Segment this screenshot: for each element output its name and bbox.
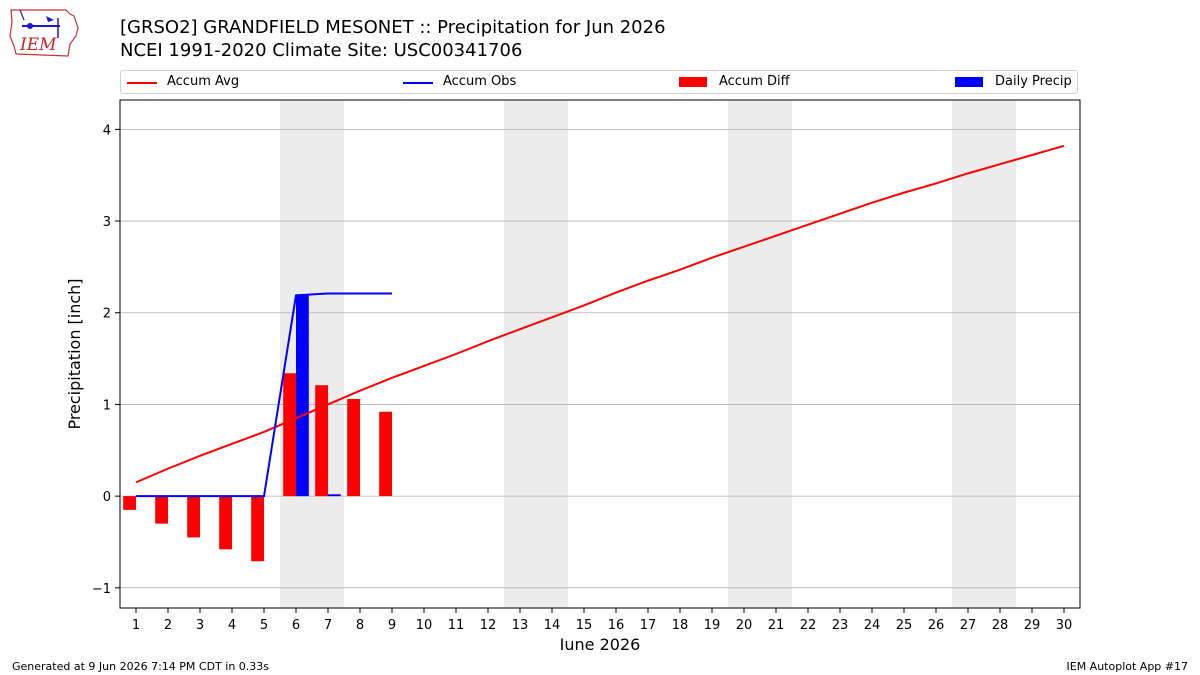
- legend-swatch-accum-obs: [403, 82, 433, 84]
- x-tick-label-6: 7: [324, 618, 332, 633]
- accum-diff-bar-day-1: [123, 496, 136, 510]
- accum-diff-bar-day-8: [347, 398, 360, 497]
- x-tick-label-29: 30: [1056, 618, 1073, 633]
- chart-title: [GRSO2] GRANDFIELD MESONET :: Precipitat…: [120, 17, 666, 38]
- iem-logo: IEM: [9, 9, 79, 57]
- x-tick-label-25: 26: [928, 618, 945, 633]
- weekend-shade-2: [728, 100, 792, 608]
- x-tick-label-5: 6: [292, 618, 300, 633]
- y-tick-label-0: −1: [92, 582, 111, 597]
- x-tick-label-14: 15: [576, 618, 593, 633]
- autoplot-app-label: IEM Autoplot App #17: [1066, 660, 1189, 673]
- weekend-shade-0: [280, 100, 344, 608]
- x-tick-label-24: 25: [896, 618, 913, 633]
- x-tick-label-7: 8: [356, 618, 364, 633]
- x-tick-label-10: 11: [448, 618, 465, 633]
- y-axis-label: Precipitation [inch]: [65, 278, 84, 429]
- weekend-shade-3: [952, 100, 1016, 608]
- x-tick-label-17: 18: [672, 618, 689, 633]
- x-tick-label-20: 21: [768, 618, 785, 633]
- x-tick-label-0: 1: [132, 618, 140, 633]
- accum-diff-bar-day-6: [283, 373, 296, 497]
- legend-label-accum-obs: Accum Obs: [443, 74, 517, 89]
- x-tick-label-28: 29: [1024, 618, 1041, 633]
- accum-diff-bar-day-7: [315, 385, 328, 497]
- daily-precip-bar-day-6: [296, 295, 309, 497]
- x-tick-label-27: 28: [992, 618, 1009, 633]
- legend-swatch-accum-avg: [127, 82, 157, 84]
- accum-diff-bar-day-5: [251, 496, 264, 562]
- chart-legend: Accum Avg Accum Obs Accum Diff Daily Pre…: [120, 70, 1078, 94]
- x-tick-label-19: 20: [736, 618, 753, 633]
- x-tick-label-22: 23: [832, 618, 849, 633]
- legend-label-daily-precip: Daily Precip: [995, 74, 1072, 89]
- accum-diff-bar-day-4: [219, 496, 232, 550]
- x-tick-label-12: 13: [512, 618, 529, 633]
- x-tick-label-2: 3: [196, 618, 204, 633]
- x-tick-label-3: 4: [228, 618, 236, 633]
- logo-text: IEM: [19, 35, 57, 55]
- x-tick-label-21: 22: [800, 618, 817, 633]
- legend-swatch-daily-precip: [955, 77, 983, 87]
- accum-diff-bar-day-2: [155, 496, 168, 524]
- x-tick-label-23: 24: [864, 618, 881, 633]
- x-tick-label-13: 14: [544, 618, 561, 633]
- x-tick-label-8: 9: [388, 618, 396, 633]
- x-tick-label-26: 27: [960, 618, 977, 633]
- y-tick-label-1: 0: [103, 490, 111, 505]
- accum-avg-line: [135, 144, 1065, 484]
- y-tick-label-4: 3: [103, 215, 111, 230]
- chart-subtitle: NCEI 1991-2020 Climate Site: USC00341706: [120, 40, 523, 61]
- weekend-shade-1: [504, 100, 568, 608]
- legend-swatch-accum-diff: [679, 77, 707, 87]
- legend-label-accum-diff: Accum Diff: [719, 74, 790, 89]
- y-tick-label-3: 2: [103, 307, 111, 322]
- x-tick-label-1: 2: [164, 618, 172, 633]
- accum-obs-line: [136, 292, 392, 498]
- y-tick-label-5: 4: [103, 123, 111, 138]
- x-tick-label-4: 5: [260, 618, 268, 633]
- x-tick-label-9: 10: [416, 618, 433, 633]
- daily-precip-bar-day-7: [328, 494, 341, 497]
- x-tick-label-18: 19: [704, 618, 721, 633]
- legend-label-accum-avg: Accum Avg: [167, 74, 240, 89]
- x-tick-label-11: 12: [480, 618, 497, 633]
- accum-diff-bar-day-3: [187, 496, 200, 538]
- accum-diff-bar-day-9: [379, 411, 392, 497]
- plot-frame: [119, 99, 1081, 609]
- x-axis-label: June 2026: [559, 635, 641, 650]
- x-tick-label-15: 16: [608, 618, 625, 633]
- generated-timestamp: Generated at 9 Jun 2026 7:14 PM CDT in 0…: [12, 660, 270, 673]
- y-tick-label-2: 1: [103, 398, 111, 413]
- x-tick-label-16: 17: [640, 618, 657, 633]
